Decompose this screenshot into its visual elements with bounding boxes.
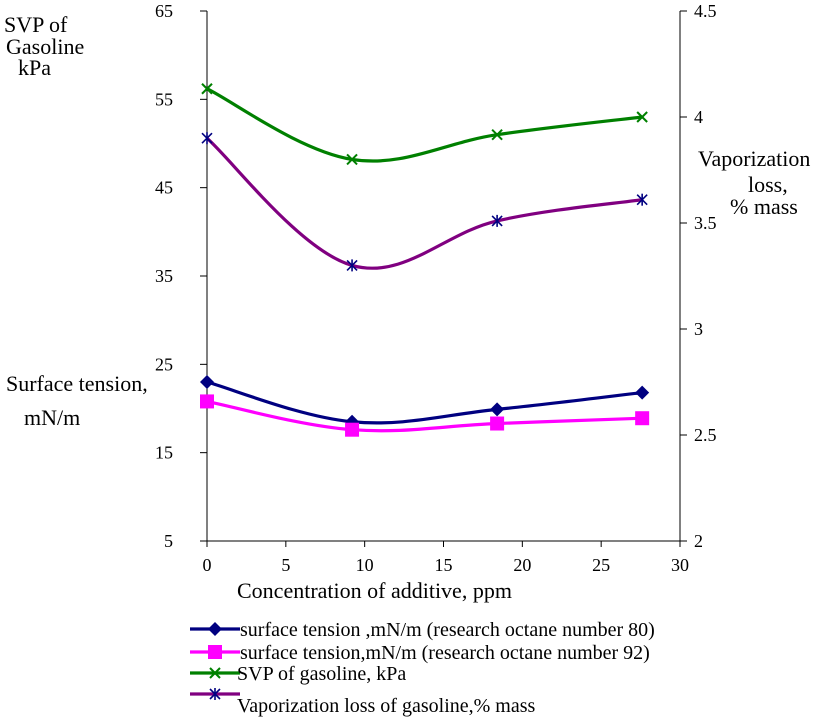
legend-label: SVP of gasoline, kPa — [237, 663, 406, 685]
legend-item-svp-gasoline: SVP of gasoline, kPa — [190, 663, 406, 685]
series-surface-tension-ron92 — [200, 394, 650, 437]
right-axis-label-line3: % mass — [730, 194, 798, 219]
data-point — [200, 375, 214, 389]
left-axis-label-2-line2: mN/m — [24, 405, 80, 430]
data-point — [490, 416, 505, 431]
left-tick-label: 15 — [155, 443, 173, 463]
left-tick-label: 5 — [164, 531, 173, 551]
series-line — [206, 87, 643, 163]
x-tick-label: 20 — [513, 555, 531, 575]
series-line — [206, 380, 643, 425]
right-tick-label: 4.5 — [694, 1, 717, 21]
legend: surface tension ,mN/m (research octane n… — [190, 619, 655, 717]
left-axis-label-line1: SVP of — [4, 12, 68, 37]
left-axis-label-2-line1: Surface tension, — [6, 371, 148, 396]
tick-labels: 0 5 10 15 20 25 30 5 15 25 35 45 55 65 2 2.5 3 3.5 4 4.5 — [155, 1, 717, 575]
right-tick-label: 2.5 — [694, 425, 717, 445]
data-point — [346, 153, 358, 166]
data-point — [491, 128, 503, 141]
series-layer — [200, 83, 650, 437]
right-tick-label: 2 — [694, 531, 703, 551]
x-axis-label: Concentration of additive, ppm — [237, 578, 512, 603]
data-point — [201, 83, 213, 95]
series-svp-gasoline — [201, 83, 648, 166]
legend-label: surface tension ,mN/m (research octane n… — [240, 619, 655, 641]
x-tick-label: 0 — [203, 555, 212, 575]
data-point — [201, 132, 213, 145]
series-line — [206, 399, 643, 433]
right-tick-label: 4 — [694, 107, 703, 127]
right-tick-label: 3.5 — [694, 213, 717, 233]
legend-item-surface-tension-ron92: surface tension,mN/m (research octane nu… — [190, 642, 650, 664]
data-point — [200, 394, 214, 409]
axes — [200, 10, 687, 547]
data-point — [346, 259, 358, 272]
left-axis-label-line3: kPa — [18, 55, 51, 80]
data-point — [636, 193, 648, 206]
legend-item-vaporization-loss: Vaporization loss of gasoline,% mass — [190, 688, 535, 717]
series-line — [205, 136, 643, 270]
legend-label: Vaporization loss of gasoline,% mass — [237, 695, 535, 717]
data-point — [491, 214, 503, 227]
left-tick-label: 45 — [155, 178, 173, 198]
data-point — [635, 385, 650, 400]
right-axis-label-line1: Vaporization — [698, 146, 810, 171]
legend-item-surface-tension-ron80: surface tension ,mN/m (research octane n… — [190, 619, 655, 641]
x-tick-label: 15 — [435, 555, 453, 575]
x-tick-label: 10 — [356, 555, 374, 575]
legend-swatch-marker — [209, 688, 221, 700]
data-point — [490, 402, 505, 417]
legend-swatch-marker — [208, 645, 222, 659]
series-vaporization-loss — [201, 132, 648, 272]
left-tick-label: 55 — [155, 89, 173, 109]
right-axis-label-line2: loss, — [748, 172, 788, 197]
legend-swatch-marker — [209, 667, 221, 679]
data-point — [345, 422, 360, 437]
x-tick-label: 30 — [671, 555, 689, 575]
data-point — [636, 111, 648, 123]
data-point — [635, 411, 650, 426]
left-tick-label: 35 — [155, 266, 173, 286]
legend-label: surface tension,mN/m (research octane nu… — [240, 642, 650, 664]
left-axis-label-line2: Gasoline — [6, 34, 84, 59]
left-tick-label: 25 — [155, 354, 173, 374]
left-tick-label: 65 — [155, 1, 173, 21]
series-surface-tension-ron80 — [200, 375, 650, 429]
x-tick-label: 25 — [592, 555, 610, 575]
legend-swatch-marker — [208, 622, 222, 636]
x-tick-label: 5 — [281, 555, 290, 575]
right-tick-label: 3 — [694, 319, 703, 339]
